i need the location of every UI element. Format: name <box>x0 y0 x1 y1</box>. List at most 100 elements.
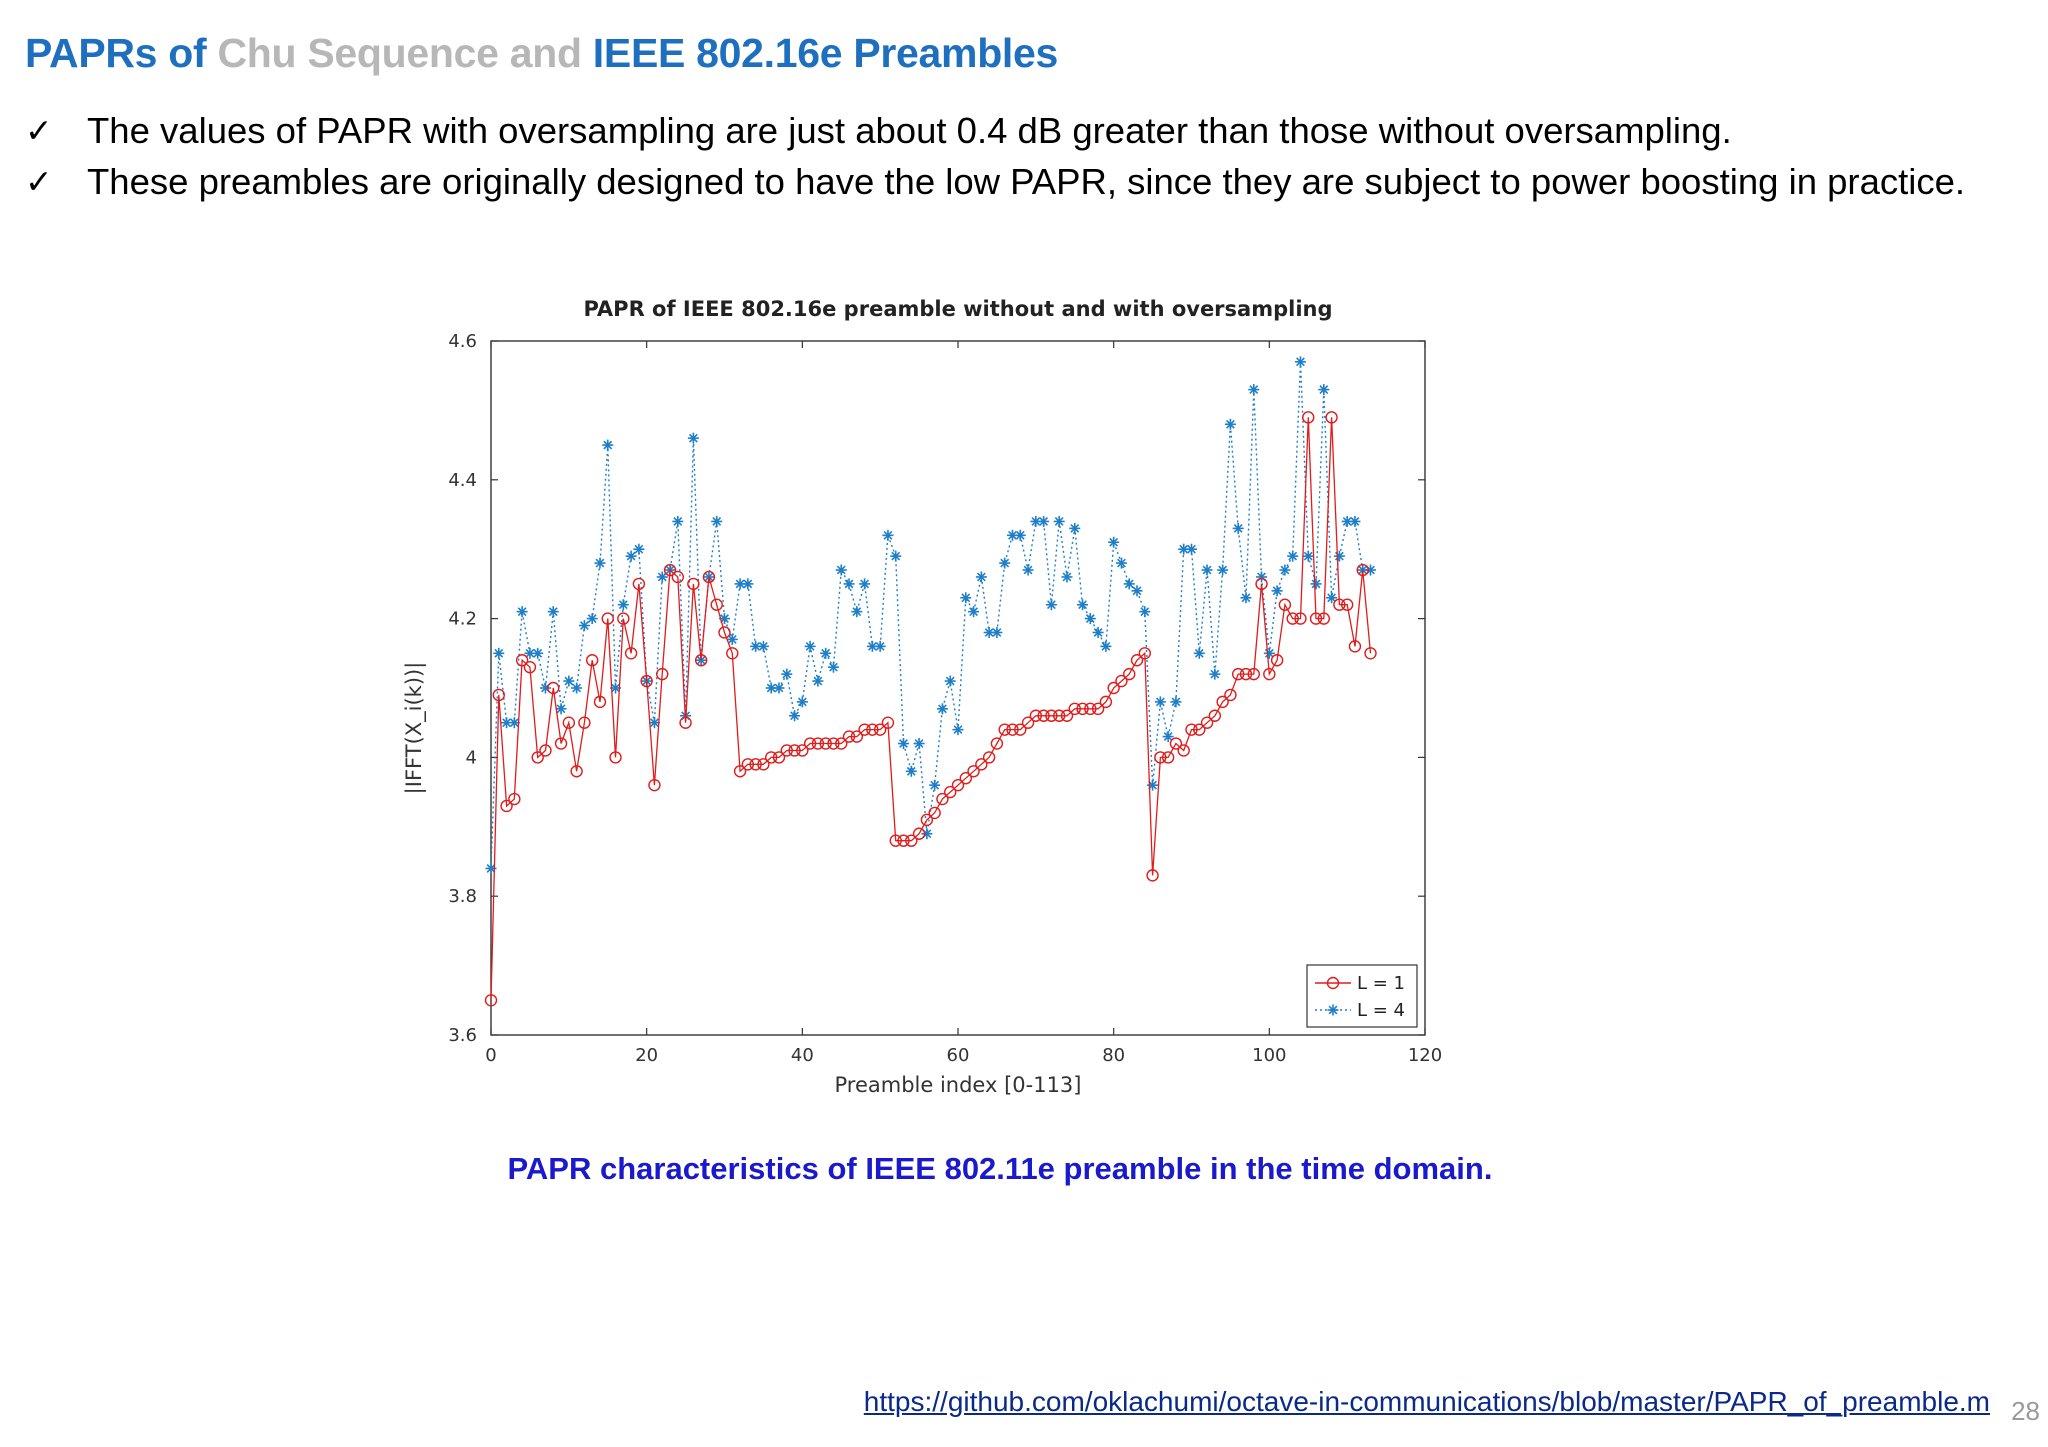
data-point-l1 <box>679 716 692 729</box>
data-point-l4 <box>594 557 606 569</box>
data-point-l1 <box>850 730 864 743</box>
data-point-l4 <box>968 606 980 618</box>
data-point-l1 <box>726 647 739 660</box>
data-point-l1 <box>842 730 856 743</box>
data-point-l1 <box>539 744 552 757</box>
data-point-l1 <box>515 654 529 667</box>
data-point-l4 <box>1077 599 1089 611</box>
data-point-l4 <box>991 626 1003 638</box>
data-point-l1 <box>811 737 825 750</box>
data-point-l1 <box>1294 612 1307 625</box>
data-point-l4 <box>905 765 917 777</box>
legend-box <box>1306 964 1418 1028</box>
data-point-l4 <box>913 738 925 750</box>
data-point-l1 <box>920 813 934 827</box>
legend-label: L = 4 <box>1357 1000 1405 1021</box>
data-point-l1 <box>905 834 918 847</box>
x-tick-label: 100 <box>1252 1045 1286 1066</box>
data-point-l1 <box>749 758 762 771</box>
data-point-l1 <box>508 792 521 806</box>
data-point-l4 <box>820 647 832 659</box>
title-part-ieee: IEEE 802.16e Preambles <box>581 30 1059 76</box>
data-point-l4 <box>789 710 801 722</box>
data-point-l1 <box>982 751 996 764</box>
data-point-l4 <box>563 675 575 687</box>
data-point-l1 <box>1014 723 1027 736</box>
data-point-l4 <box>578 620 590 632</box>
y-tick-label: 4.2 <box>448 609 477 630</box>
data-point-l4 <box>555 703 567 715</box>
data-point-l1 <box>803 737 817 750</box>
x-tick-label: 60 <box>947 1045 970 1066</box>
data-point-l4 <box>711 515 723 527</box>
data-point-l1 <box>835 737 848 750</box>
data-point-l4 <box>812 675 824 687</box>
data-point-l1 <box>687 577 700 591</box>
data-point-l1 <box>601 612 614 625</box>
data-point-l1 <box>1161 751 1175 764</box>
data-point-l4 <box>726 633 738 645</box>
data-point-l4 <box>866 640 878 652</box>
data-point-l1 <box>998 723 1011 736</box>
source-link[interactable]: https://github.com/oklachumi/octave-in-c… <box>863 1386 1990 1417</box>
data-point-l4 <box>1092 626 1104 638</box>
data-point-l4 <box>648 717 660 729</box>
series-line-l1 <box>490 417 1372 1001</box>
data-point-l4 <box>1240 592 1252 604</box>
data-point-l1 <box>1356 563 1369 577</box>
data-point-l1 <box>1123 667 1136 681</box>
data-point-l1 <box>1138 647 1151 660</box>
bullet-item: ✓ The values of PAPR with oversampling a… <box>25 105 2015 156</box>
data-point-l4 <box>656 571 668 583</box>
data-point-l4 <box>1341 515 1353 527</box>
x-tick-label: 80 <box>1102 1045 1125 1066</box>
data-point-l4 <box>734 578 746 590</box>
data-point-l4 <box>804 640 816 652</box>
data-point-l4 <box>1084 613 1096 625</box>
data-point-l4 <box>882 529 894 541</box>
data-point-l1 <box>585 654 599 667</box>
data-point-l4 <box>687 432 699 444</box>
data-point-l4 <box>672 515 684 527</box>
data-point-l4 <box>1014 529 1026 541</box>
x-tick-label: 40 <box>791 1045 814 1066</box>
data-point-l4 <box>835 564 847 576</box>
data-point-l4 <box>1162 731 1174 743</box>
data-point-l1 <box>959 772 972 785</box>
data-point-l1 <box>1021 716 1035 729</box>
data-point-l1 <box>1247 667 1260 681</box>
data-point-l1 <box>640 674 653 688</box>
data-point-l1 <box>1091 702 1105 716</box>
data-point-l1 <box>936 792 949 806</box>
data-point-l1 <box>1255 577 1268 591</box>
data-point-l4 <box>960 592 972 604</box>
data-point-l4 <box>1294 356 1306 368</box>
data-point-l1 <box>1348 640 1362 653</box>
data-point-l4 <box>1333 550 1345 562</box>
data-point-l4 <box>1310 578 1322 590</box>
data-point-l4 <box>1108 536 1120 548</box>
data-point-l4 <box>851 606 863 618</box>
data-point-l1 <box>788 744 801 757</box>
data-point-l1 <box>624 647 638 660</box>
data-point-l4 <box>1193 647 1205 659</box>
data-point-l1 <box>1239 667 1253 681</box>
data-point-l4 <box>1302 550 1314 562</box>
data-point-l4 <box>999 557 1011 569</box>
data-point-l1 <box>648 778 661 792</box>
data-point-l4 <box>571 682 583 694</box>
y-tick-label: 3.8 <box>448 886 477 907</box>
data-point-l4 <box>1170 696 1182 708</box>
data-point-l1 <box>733 765 747 778</box>
data-point-l4 <box>944 675 956 687</box>
data-point-l1 <box>1099 695 1113 709</box>
data-point-l1 <box>1232 667 1245 681</box>
data-point-l4 <box>1069 522 1081 534</box>
data-point-l4 <box>1349 515 1361 527</box>
data-point-l1 <box>827 737 840 750</box>
data-point-l4 <box>602 439 614 451</box>
data-point-l1 <box>1006 723 1019 736</box>
data-point-l4 <box>796 696 808 708</box>
data-point-l4 <box>1326 592 1338 604</box>
data-point-l1 <box>702 570 716 584</box>
